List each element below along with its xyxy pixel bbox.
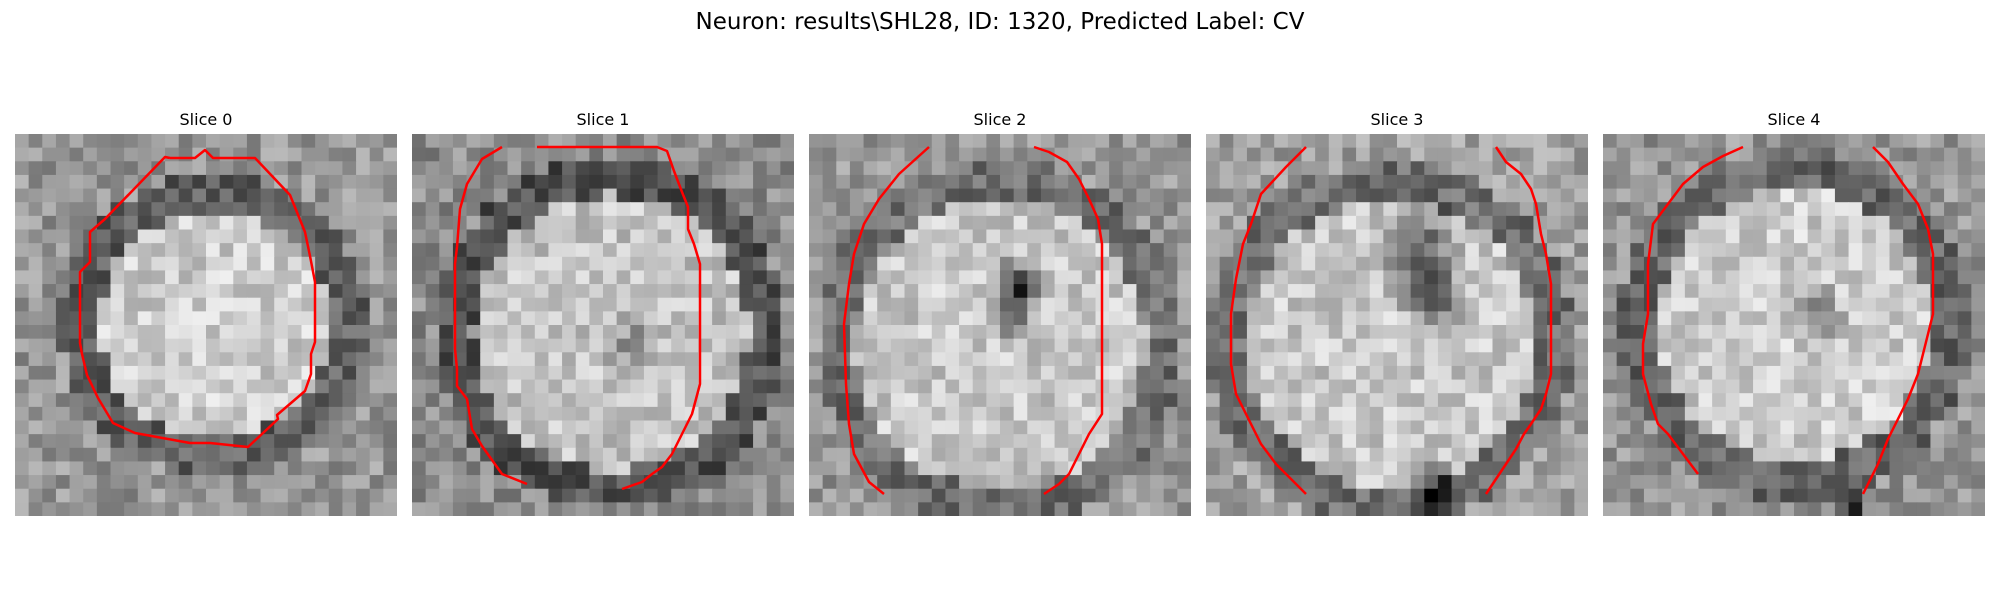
pixel-grid (1603, 134, 1985, 516)
slice-panel-3: Slice 3 (1206, 108, 1588, 518)
pixel-grid (1206, 134, 1588, 516)
slice-title: Slice 1 (576, 110, 630, 129)
slice-panel-0: Slice 0 (15, 108, 397, 518)
slice-panel-2: Slice 2 (809, 108, 1191, 518)
neuron-contour (1641, 145, 1744, 475)
neuron-contour (453, 145, 528, 486)
figure-title: Neuron: results\SHL28, ID: 1320, Predict… (695, 9, 1305, 35)
slice-image (412, 134, 794, 516)
pixel-grid (15, 134, 397, 516)
neuron-contour (842, 146, 930, 495)
pixel-grid (412, 134, 794, 516)
slice-panel-1: Slice 1 (412, 108, 794, 518)
slice-image (15, 134, 397, 516)
slice-title: Slice 0 (179, 110, 233, 129)
slice-panel-4: Slice 4 (1603, 108, 1985, 518)
neuron-contour-fragment (537, 145, 702, 491)
neuron-contour-fragment (1861, 146, 1935, 495)
slice-title: Slice 2 (973, 110, 1027, 129)
slice-image (1603, 134, 1985, 516)
slice-title: Slice 3 (1370, 110, 1424, 129)
pixel-grid (809, 134, 1191, 516)
slice-image (1206, 134, 1588, 516)
neuron-contour (1229, 146, 1307, 495)
slice-image (809, 134, 1191, 516)
neuron-contour-fragment (1033, 145, 1104, 496)
slice-title: Slice 4 (1767, 110, 1821, 129)
neuron-contour (78, 148, 317, 449)
neuron-contour-fragment (1484, 146, 1553, 495)
